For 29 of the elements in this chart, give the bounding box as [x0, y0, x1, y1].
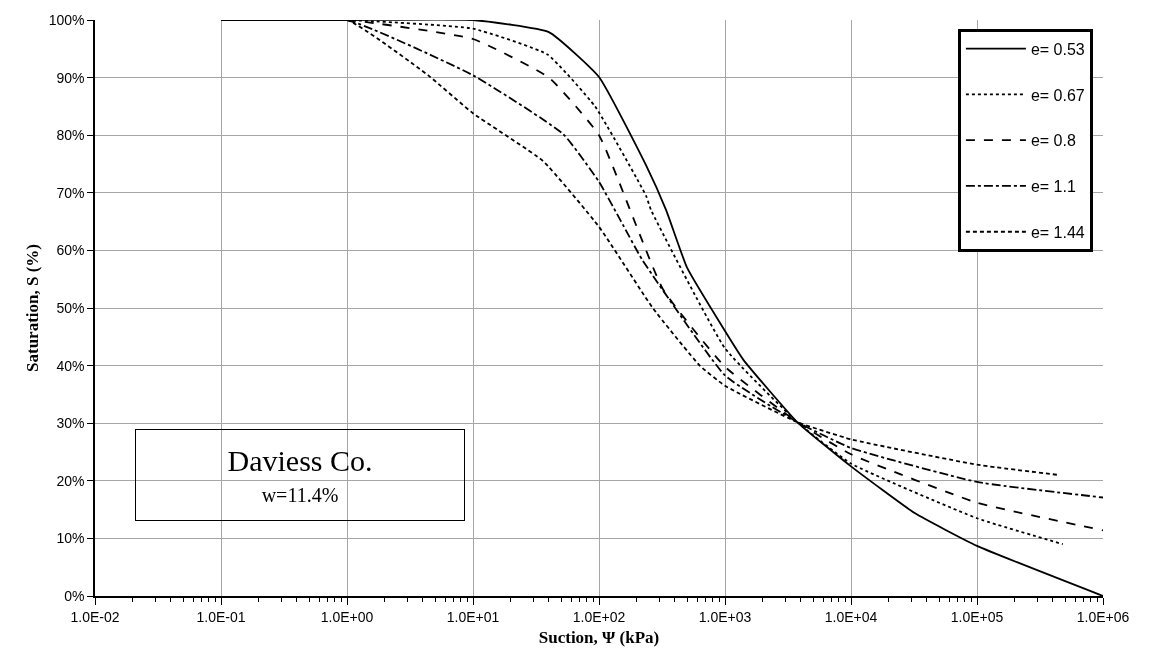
x-axis-title: Suction, Ψ (kPa)	[538, 628, 660, 648]
y-axis-title: Saturation, S (%)	[22, 244, 42, 372]
x-tick-label: 1.0E+03	[698, 608, 752, 625]
x-tick-label: 1.0E+01	[446, 608, 500, 625]
legend-label: e= 0.67	[1030, 86, 1085, 104]
y-tick-label: 10%	[56, 530, 85, 547]
legend-label: e= 0.8	[1030, 132, 1076, 150]
y-tick-label: 80%	[56, 127, 85, 144]
y-tick-label: 70%	[56, 184, 85, 201]
y-tick-label: 90%	[56, 69, 85, 86]
x-tick-label: 1.0E-01	[196, 608, 246, 625]
x-tick-label: 1.0E+06	[1076, 608, 1130, 625]
y-tick-label: 20%	[56, 472, 85, 489]
y-tick-label: 100%	[48, 11, 85, 28]
annotation: w=11.4%	[261, 484, 339, 507]
x-tick-label: 1.0E+05	[950, 608, 1004, 625]
y-tick-label: 50%	[56, 299, 85, 316]
legend-label: e= 0.53	[1030, 40, 1085, 58]
y-tick-label: 30%	[56, 415, 85, 432]
annotation: Daviess Co.	[227, 444, 373, 477]
y-tick-label: 40%	[56, 357, 85, 374]
x-tick-label: 1.0E+00	[320, 608, 374, 625]
legend-label: e= 1.1	[1030, 178, 1076, 196]
x-tick-label: 1.0E+02	[572, 608, 626, 625]
y-tick-label: 60%	[56, 242, 85, 259]
x-tick-label: 1.0E-02	[70, 608, 120, 625]
y-tick-label: 0%	[64, 587, 85, 604]
x-tick-label: 1.0E+04	[824, 608, 878, 625]
legend-label: e= 1.44	[1030, 223, 1085, 241]
